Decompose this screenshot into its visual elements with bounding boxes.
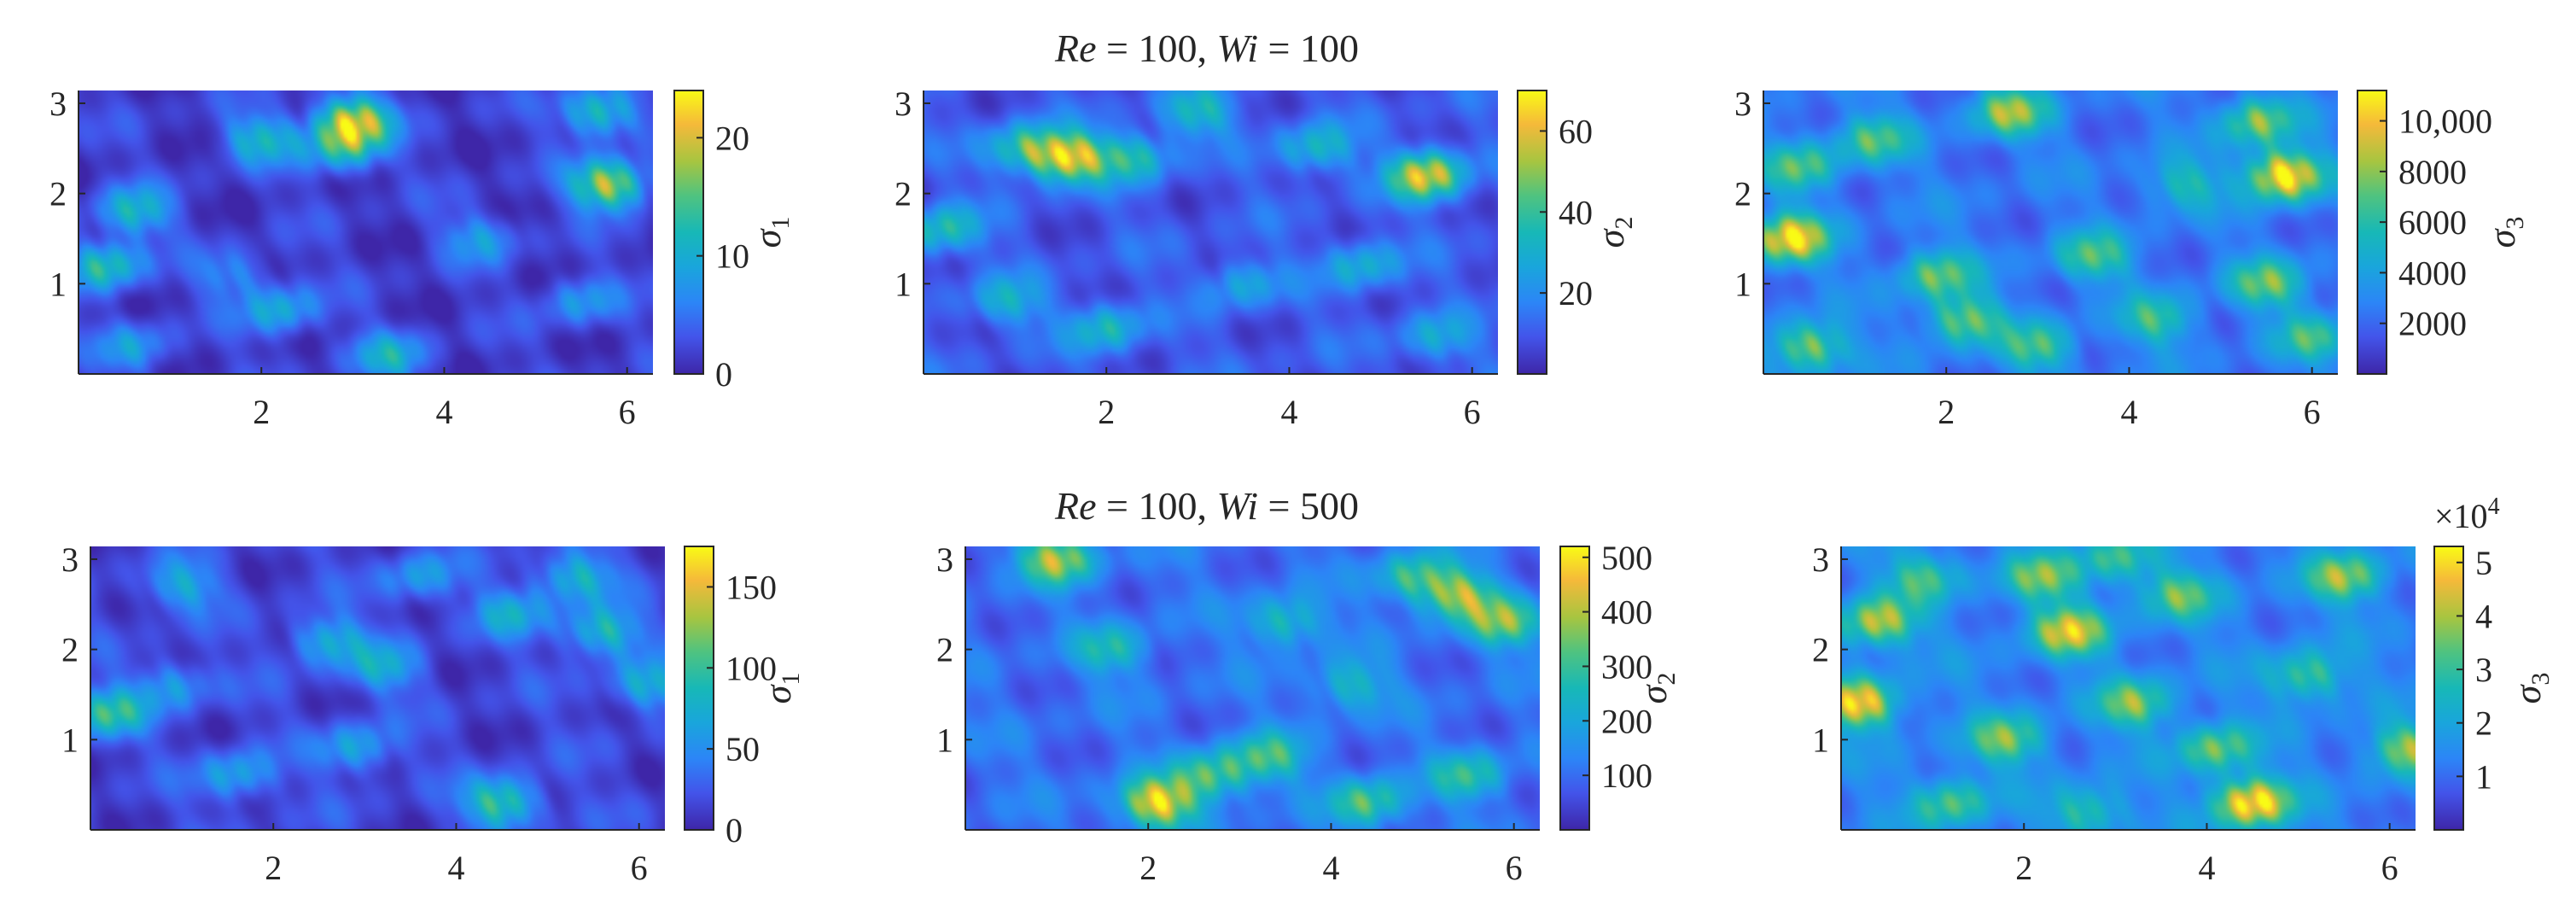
y-tick-label: 2 bbox=[936, 631, 953, 669]
heatmap-image bbox=[924, 90, 1498, 374]
colorbar-tick-label: 400 bbox=[1601, 593, 1652, 632]
colorbar-tick-label: 40 bbox=[1559, 193, 1593, 231]
x-tick-label: 4 bbox=[1322, 849, 1339, 887]
y-tick-label: 2 bbox=[61, 631, 79, 669]
colorbar: 0 50 100 150 σ1 bbox=[684, 546, 805, 850]
heatmap-image bbox=[1841, 546, 2416, 830]
heatmap-panel-2: 2 4 6 1 2 3 20 40 60 σ2 bbox=[895, 85, 1638, 431]
colorbar-tick-label: 4000 bbox=[2398, 254, 2467, 292]
colorbar-label: σ2 bbox=[1590, 217, 1638, 248]
y-tick-label: 2 bbox=[50, 175, 67, 213]
heatmap-panel-1: 2 4 6 1 2 3 0 10 20 σ1 bbox=[50, 85, 795, 431]
y-tick-label: 1 bbox=[1734, 265, 1751, 303]
colorbar-tick-label: 2000 bbox=[2398, 305, 2467, 343]
colorbar-tick-label: 4 bbox=[2475, 597, 2492, 635]
x-tick-label: 4 bbox=[435, 393, 452, 431]
y-tick-label: 2 bbox=[1812, 631, 1829, 669]
x-tick-label: 2 bbox=[1938, 393, 1955, 431]
colorbar-gradient bbox=[673, 90, 704, 375]
colorbar-tick-label: 1 bbox=[2475, 757, 2492, 796]
x-tick-label: 2 bbox=[2015, 849, 2032, 887]
y-tick-label: 1 bbox=[50, 265, 67, 303]
colorbar-tick-label: 150 bbox=[726, 568, 777, 606]
colorbar-tick-label: 20 bbox=[1559, 274, 1593, 312]
colorbar-tick-label: 50 bbox=[726, 730, 760, 768]
colorbar-tick-label: 60 bbox=[1559, 112, 1593, 150]
y-tick-label: 1 bbox=[936, 721, 953, 759]
colorbar-tick-label: 200 bbox=[1601, 702, 1652, 740]
y-tick-label: 3 bbox=[936, 540, 953, 579]
colorbar-tick-label: 10,000 bbox=[2398, 102, 2492, 141]
colorbar-exponent: ×104 bbox=[2434, 493, 2500, 535]
colorbar-gradient bbox=[1517, 90, 1547, 375]
y-tick-label: 3 bbox=[895, 85, 912, 123]
heatmap-image bbox=[965, 546, 1540, 830]
colorbar-tick-label: 20 bbox=[715, 119, 749, 157]
heatmap-panel-5: 2 4 6 1 2 3 100 200 300 400 500 σ2 bbox=[936, 539, 1681, 887]
heatmap-panel-6: 2 4 6 1 2 3 1 2 3 4 5 σ3 ×104 bbox=[1812, 493, 2555, 887]
colorbar-gradient bbox=[1559, 546, 1590, 831]
colorbar-tick-label: 3 bbox=[2475, 651, 2492, 689]
x-tick-label: 6 bbox=[1506, 849, 1523, 887]
y-tick-label: 3 bbox=[50, 85, 67, 123]
x-tick-label: 2 bbox=[1139, 849, 1157, 887]
colorbar-tick-label: 2 bbox=[2475, 704, 2492, 743]
x-tick-label: 6 bbox=[631, 849, 648, 887]
x-tick-label: 6 bbox=[2381, 849, 2398, 887]
heatmap-image bbox=[90, 546, 665, 830]
colorbar-label: σ2 bbox=[1633, 673, 1681, 704]
colorbar-gradient bbox=[2357, 90, 2387, 375]
heatmap-image bbox=[79, 90, 653, 374]
y-tick-label: 3 bbox=[1812, 540, 1829, 579]
colorbar-gradient bbox=[2433, 546, 2464, 831]
colorbar-tick-label: 500 bbox=[1601, 539, 1652, 577]
colorbar-label: σ3 bbox=[2481, 217, 2529, 248]
colorbar-tick-label: 10 bbox=[715, 237, 749, 276]
y-tick-label: 2 bbox=[1734, 175, 1751, 213]
x-tick-label: 2 bbox=[253, 393, 270, 431]
colorbar-tick-label: 100 bbox=[726, 649, 777, 687]
colorbar-label: σ1 bbox=[757, 673, 805, 704]
row-2-title: Re = 100, Wi = 500 bbox=[1054, 484, 1359, 528]
x-tick-label: 2 bbox=[265, 849, 282, 887]
x-tick-label: 6 bbox=[619, 393, 636, 431]
x-tick-label: 2 bbox=[1098, 393, 1115, 431]
colorbar-tick-label: 5 bbox=[2475, 544, 2492, 582]
colorbar: 20 40 60 σ2 bbox=[1517, 90, 1638, 375]
y-tick-label: 1 bbox=[61, 721, 79, 759]
y-tick-label: 1 bbox=[1812, 721, 1829, 759]
colorbar-tick-label: 8000 bbox=[2398, 153, 2467, 191]
x-tick-label: 4 bbox=[447, 849, 464, 887]
colorbar-tick-label: 0 bbox=[715, 355, 732, 394]
x-tick-label: 4 bbox=[2198, 849, 2215, 887]
x-tick-label: 4 bbox=[1280, 393, 1297, 431]
colorbar: 0 10 20 σ1 bbox=[673, 90, 795, 394]
y-tick-label: 1 bbox=[895, 265, 912, 303]
colorbar-gradient bbox=[684, 546, 714, 831]
heatmap-panel-3: 2 4 6 1 2 3 2000 4000 6000 8000 10,000 σ3 bbox=[1734, 85, 2529, 431]
heatmap-panel-4: 2 4 6 1 2 3 0 50 100 150 σ1 bbox=[61, 540, 805, 887]
colorbar-tick-label: 100 bbox=[1601, 756, 1652, 795]
x-tick-label: 6 bbox=[1464, 393, 1481, 431]
colorbar-tick-label: 6000 bbox=[2398, 203, 2467, 242]
x-tick-label: 6 bbox=[2304, 393, 2321, 431]
colorbar: 100 200 300 400 500 σ2 bbox=[1559, 539, 1681, 831]
colorbar-label: σ1 bbox=[747, 217, 795, 248]
heatmap-image bbox=[1763, 90, 2338, 374]
x-tick-label: 4 bbox=[2120, 393, 2137, 431]
colorbar: 2000 4000 6000 8000 10,000 σ3 bbox=[2357, 90, 2529, 375]
row-1-title: Re = 100, Wi = 100 bbox=[1054, 26, 1359, 70]
colorbar-tick-label: 0 bbox=[726, 811, 743, 850]
y-tick-label: 2 bbox=[895, 175, 912, 213]
y-tick-label: 3 bbox=[61, 540, 79, 579]
y-tick-label: 3 bbox=[1734, 85, 1751, 123]
colorbar: 1 2 3 4 5 σ3 ×104 bbox=[2433, 493, 2555, 831]
colorbar-tick-label: 300 bbox=[1601, 647, 1652, 686]
colorbar-label: σ3 bbox=[2507, 673, 2555, 704]
